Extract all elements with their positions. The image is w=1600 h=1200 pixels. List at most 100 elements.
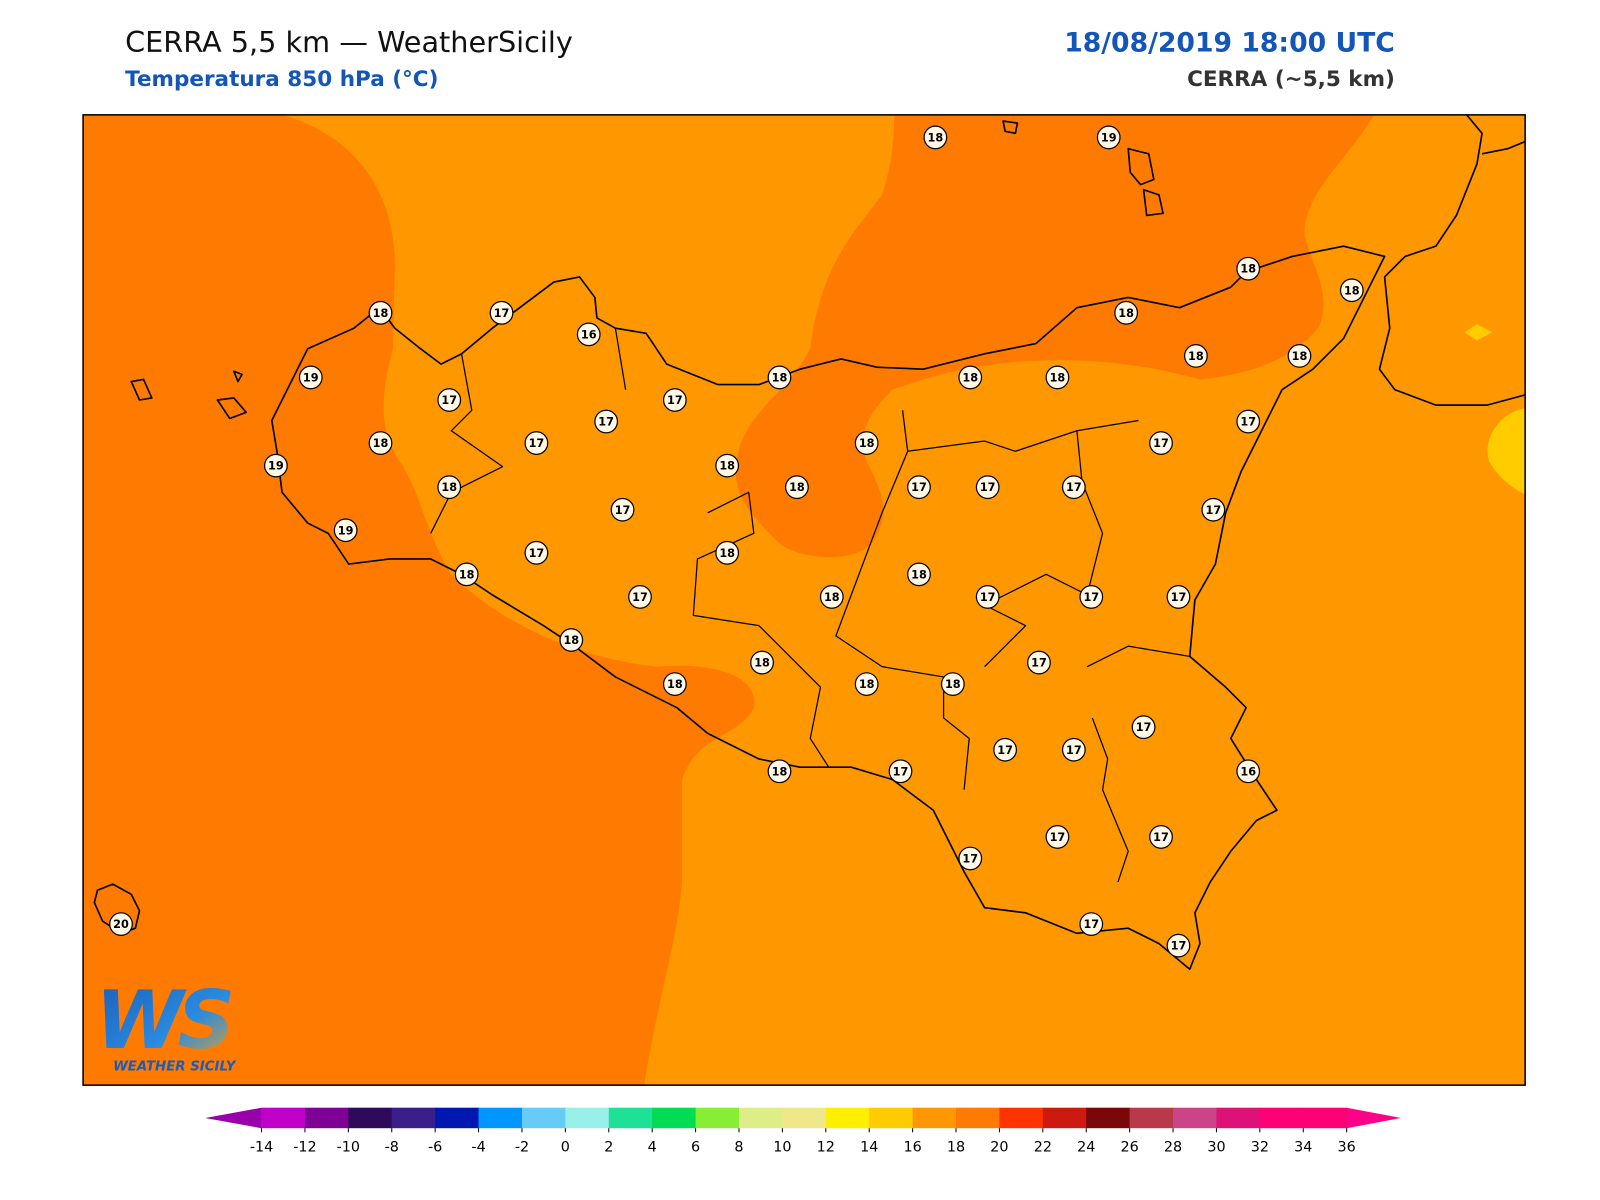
colorbar-tick-label: -2 xyxy=(515,1140,529,1156)
station-value: 18 xyxy=(911,568,927,581)
station: 18 xyxy=(958,365,983,390)
colorbar-tick-label: 32 xyxy=(1251,1140,1269,1156)
station-value: 17 xyxy=(1153,831,1169,844)
station-value: 17 xyxy=(893,765,909,778)
station-marker xyxy=(298,365,323,390)
station-marker xyxy=(662,388,687,412)
station-marker xyxy=(576,322,601,347)
station-marker xyxy=(819,585,844,609)
station: 17 xyxy=(1045,825,1070,849)
station: 17 xyxy=(1061,475,1086,500)
station-marker xyxy=(368,431,393,455)
colorbar-box xyxy=(521,1107,566,1129)
colorbar-tick-label: 8 xyxy=(734,1140,743,1156)
station: 17 xyxy=(437,388,462,412)
calabria-coast xyxy=(1378,114,1526,406)
station: 17 xyxy=(888,759,913,784)
field-band xyxy=(83,114,755,1086)
colorbar-box xyxy=(1303,1107,1348,1129)
station: 18 xyxy=(819,585,844,609)
station-marker xyxy=(1045,825,1070,849)
colorbar-tick-label: 16 xyxy=(903,1140,921,1156)
station: 18 xyxy=(368,431,393,455)
station-value: 18 xyxy=(719,460,735,473)
station-value: 18 xyxy=(859,678,875,691)
colorbar-box xyxy=(869,1107,914,1129)
station: 17 xyxy=(975,475,1000,500)
station-value: 18 xyxy=(441,481,457,494)
station: 20 xyxy=(109,912,133,936)
station-marker xyxy=(524,540,549,565)
colorbar-box xyxy=(912,1107,957,1129)
station: 17 xyxy=(1149,431,1173,455)
station-value: 18 xyxy=(1240,263,1256,276)
subtitle: Temperatura 850 hPa (°C) xyxy=(125,67,438,92)
station-value: 17 xyxy=(1171,591,1187,604)
map-area: 18 19 18 17 16 18 18 18 19 17 17 18 18 18 18 18 17 17 19 18… xyxy=(83,114,1526,1086)
station-value: 17 xyxy=(1066,481,1082,494)
station-marker xyxy=(958,365,983,390)
station-value: 18 xyxy=(373,307,389,320)
station-value: 18 xyxy=(824,591,840,604)
title: CERRA 5,5 km — WeatherSicily xyxy=(125,25,573,59)
station: 17 xyxy=(610,497,635,522)
station: 19 xyxy=(333,518,358,543)
colorbar-tick-label: -6 xyxy=(428,1140,442,1156)
station-value: 17 xyxy=(980,481,996,494)
colorbar-tick-label: 12 xyxy=(817,1140,835,1156)
colorbar-box xyxy=(1259,1107,1304,1129)
colorbar-tick-label: -14 xyxy=(250,1140,273,1156)
station-value: 18 xyxy=(772,371,788,384)
colorbar-tick-label: -4 xyxy=(471,1140,485,1156)
colorbar-box xyxy=(608,1107,653,1129)
station-value: 16 xyxy=(581,328,597,341)
station: 17 xyxy=(524,540,549,565)
station: 18 xyxy=(940,672,965,696)
station: 18 xyxy=(368,300,393,325)
station-marker xyxy=(993,737,1018,762)
station-value: 18 xyxy=(928,131,944,144)
station-marker xyxy=(1131,715,1156,740)
colorbar-box xyxy=(956,1107,1000,1129)
station-value: 18 xyxy=(1344,284,1360,297)
station: 18 xyxy=(854,431,879,455)
station-value: 18 xyxy=(667,678,683,691)
station: 17 xyxy=(1079,912,1104,936)
station: 18 xyxy=(1339,278,1364,303)
station-marker xyxy=(715,453,740,478)
colorbar-box xyxy=(435,1107,480,1129)
station-value: 18 xyxy=(789,481,805,494)
island xyxy=(93,883,141,935)
station: 17 xyxy=(1061,737,1086,762)
station-marker xyxy=(1061,737,1086,762)
station-marker xyxy=(1061,475,1086,500)
station: 16 xyxy=(576,322,601,347)
station: 18 xyxy=(854,672,879,696)
station: 18 xyxy=(767,759,792,784)
colorbar: -14 -12 -10 -8 -6 -4 -2 0 2 4 6 8 10 12 14 16 18 20 22 24 26… xyxy=(205,1107,1402,1156)
station-marker xyxy=(923,125,948,150)
colorbar-tick-label: 14 xyxy=(860,1140,878,1156)
station: 19 xyxy=(298,365,323,390)
station-value: 17 xyxy=(1083,918,1099,931)
station-marker xyxy=(1236,409,1261,434)
colorbar-tick-label: 4 xyxy=(648,1140,657,1156)
colorbar-box xyxy=(1173,1107,1217,1129)
station-marker xyxy=(628,585,652,609)
datetime: 18/08/2019 18:00 UTC xyxy=(1064,28,1395,59)
station: 17 xyxy=(907,475,931,500)
station-value: 17 xyxy=(1153,437,1169,450)
station: 17 xyxy=(1166,585,1191,609)
station-value: 17 xyxy=(980,591,996,604)
station: 17 xyxy=(594,409,619,434)
station-marker xyxy=(524,431,549,455)
colorbar-tick-label: 10 xyxy=(773,1140,791,1156)
station: 18 xyxy=(662,672,687,696)
station: 18 xyxy=(559,628,584,652)
station: 18 xyxy=(715,453,740,478)
station: 18 xyxy=(767,365,792,390)
logo-name: WEATHER SICILY xyxy=(113,1060,237,1075)
station: 18 xyxy=(1114,300,1139,325)
map-frame xyxy=(82,114,1526,1086)
